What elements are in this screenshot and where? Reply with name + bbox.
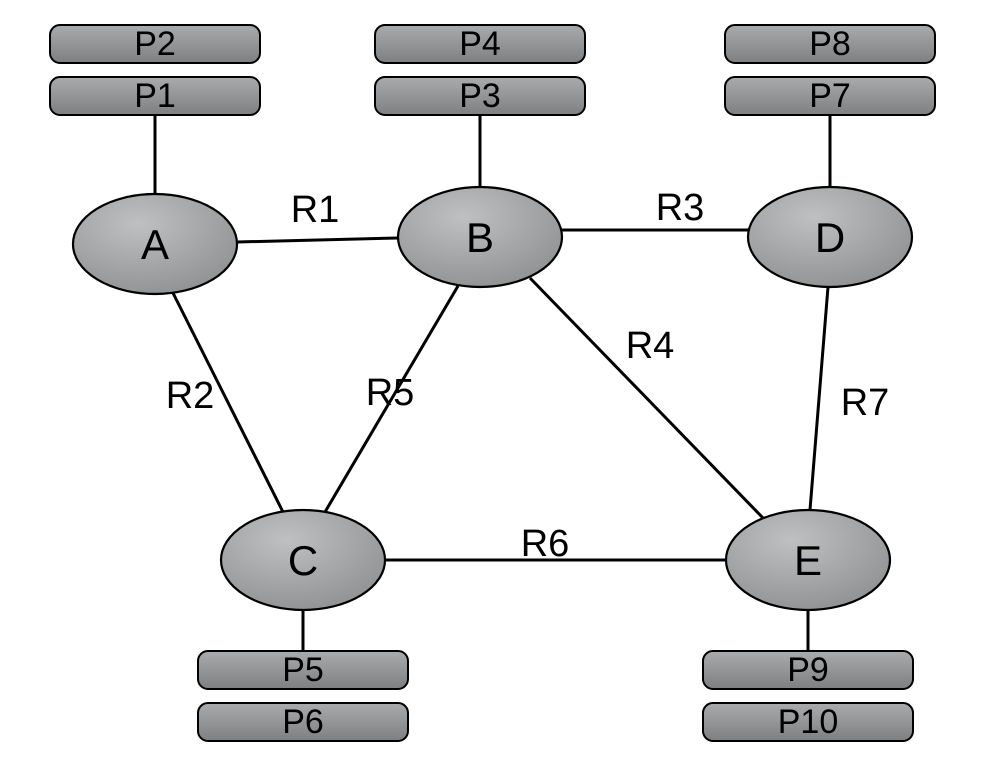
pill-label-p3: P3 — [459, 77, 501, 115]
pill-label-p7: P7 — [809, 77, 851, 115]
node-label-c: C — [288, 537, 318, 584]
node-a: A — [73, 194, 237, 294]
node-c: C — [221, 510, 385, 610]
pill-p5: P5 — [198, 651, 408, 689]
pill-label-p10: P10 — [778, 703, 839, 741]
edge-r4 — [530, 278, 763, 518]
pill-p9: P9 — [703, 651, 913, 689]
pill-label-p5: P5 — [282, 651, 324, 689]
edge-label-r1: R1 — [291, 189, 340, 231]
edge-label-r4: R4 — [626, 325, 675, 367]
pill-p2: P2 — [50, 25, 260, 63]
edge-r1 — [237, 238, 398, 242]
edge-label-r2: R2 — [166, 375, 215, 417]
pill-p1: P1 — [50, 77, 260, 115]
pill-p8: P8 — [725, 25, 935, 63]
node-label-a: A — [141, 221, 169, 268]
edge-r7 — [810, 287, 828, 510]
pill-p10: P10 — [703, 703, 913, 741]
pill-p4: P4 — [375, 25, 585, 63]
node-e: E — [726, 510, 890, 610]
pill-p7: P7 — [725, 77, 935, 115]
pill-label-p2: P2 — [134, 25, 176, 63]
pill-label-p8: P8 — [809, 25, 851, 63]
node-d: D — [748, 187, 912, 287]
edge-label-r5: R5 — [366, 372, 415, 414]
node-b: B — [398, 187, 562, 287]
pill-label-p1: P1 — [134, 77, 176, 115]
pill-p3: P3 — [375, 77, 585, 115]
edge-label-r7: R7 — [841, 382, 890, 424]
node-label-d: D — [815, 214, 845, 261]
node-label-e: E — [794, 537, 822, 584]
edge-label-r3: R3 — [656, 187, 705, 229]
pill-label-p9: P9 — [787, 651, 829, 689]
node-label-b: B — [466, 214, 494, 261]
pill-label-p4: P4 — [459, 25, 501, 63]
edge-label-r6: R6 — [521, 523, 570, 565]
pill-label-p6: P6 — [282, 703, 324, 741]
network-diagram: P2 P1 P4 P3 P8 P7 P5 P6 P9 P10 A B D C E R1 R3 R2 R5 R4 R7… — [0, 0, 1000, 779]
pill-p6: P6 — [198, 703, 408, 741]
